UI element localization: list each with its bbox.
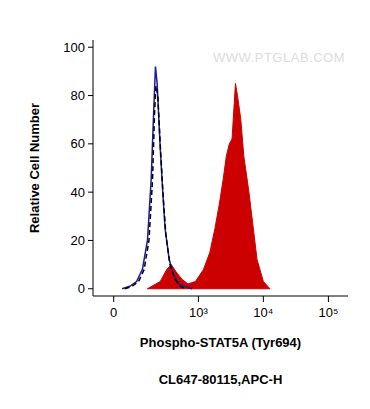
x-tick xyxy=(113,296,114,302)
y-tick-label: 100 xyxy=(63,40,85,55)
x-axis-label: Phospho-STAT5A (Tyr694) xyxy=(140,335,301,350)
x-tick xyxy=(198,296,199,302)
y-tick xyxy=(88,95,93,96)
watermark: WWW.PTGLAB.COM xyxy=(213,50,345,65)
y-tick-label: 40 xyxy=(71,185,85,200)
x-tick xyxy=(263,296,264,302)
x-tick-label: 0 xyxy=(110,305,117,320)
y-axis xyxy=(93,40,94,296)
y-axis-label: Relative Cell Number xyxy=(27,103,42,233)
y-tick xyxy=(88,192,93,193)
y-tick xyxy=(88,240,93,241)
y-tick-label: 60 xyxy=(71,136,85,151)
chart: WWW.PTGLAB.COM 0 20 40 60 80 100 0 10³ 10⁴ 10⁵ Phos… xyxy=(0,0,370,409)
y-tick xyxy=(88,288,93,289)
x-tick-label: 10³ xyxy=(189,305,208,320)
x-axis xyxy=(93,296,348,297)
area xyxy=(147,83,269,288)
line xyxy=(125,86,187,289)
y-tick-label: 80 xyxy=(71,88,85,103)
line xyxy=(122,67,192,289)
x-tick xyxy=(328,296,329,302)
subtitle: CL647-80115,APC-H xyxy=(159,372,283,387)
y-tick xyxy=(88,143,93,144)
y-tick xyxy=(88,47,93,48)
y-tick-label: 20 xyxy=(71,233,85,248)
x-tick-label: 10⁵ xyxy=(318,305,338,320)
y-tick-label: 0 xyxy=(78,281,85,296)
x-tick-label: 10⁴ xyxy=(253,305,273,320)
series-group xyxy=(122,67,270,289)
